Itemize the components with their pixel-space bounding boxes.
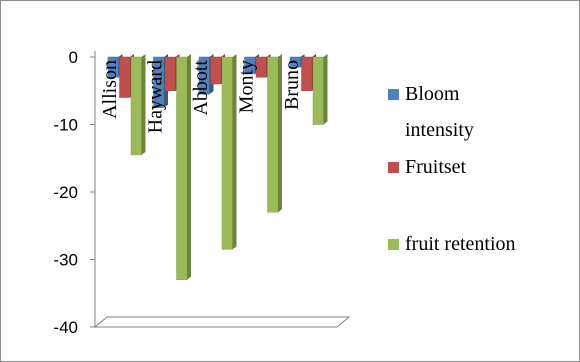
bar-front-face <box>301 56 313 91</box>
axes-group: 0 -10 -20 -30 -40 <box>53 48 351 337</box>
category-label: Monty <box>236 60 258 113</box>
category-label: Allison <box>99 60 121 119</box>
bar-front-face <box>255 56 267 78</box>
category-label: Bruno <box>281 60 303 110</box>
bar-side-face <box>141 54 146 155</box>
category-labels-group: Allison Hayward Abbott Monty Bruno <box>99 60 303 134</box>
chart-floor <box>93 316 351 328</box>
bar <box>130 54 146 156</box>
bar-front-face <box>267 56 279 213</box>
bar-side-face <box>232 54 237 250</box>
legend-swatch <box>388 89 399 100</box>
bar-front-face <box>312 56 324 125</box>
y-tick-label: -20 <box>53 183 78 202</box>
legend-item: fruit retention <box>388 233 516 255</box>
bar-side-face <box>323 54 328 125</box>
bar-side-face <box>278 54 282 213</box>
category-label: Abbott <box>190 60 212 116</box>
y-tick-label: -30 <box>53 251 78 270</box>
legend-label: Fruitset <box>405 156 467 178</box>
bars-group <box>107 54 328 280</box>
bar-front-face <box>119 56 131 98</box>
bar-front-face <box>176 56 188 280</box>
legend-swatch <box>388 162 399 173</box>
y-tick-label: -40 <box>53 318 78 337</box>
bar-front-face <box>164 56 176 91</box>
legend-item: Bloom intensity <box>388 83 474 141</box>
legend-label: intensity <box>405 119 474 141</box>
bar <box>312 54 328 125</box>
legend: Bloom intensity Fruitset fruit retention <box>388 83 516 255</box>
bar <box>267 54 282 213</box>
legend-item: Fruitset <box>388 156 467 178</box>
legend-label: Bloom <box>405 83 460 105</box>
bar-front-face <box>130 56 142 156</box>
legend-label: fruit retention <box>405 233 516 255</box>
bar <box>221 54 237 250</box>
legend-swatch <box>388 239 399 250</box>
y-tick-label: -10 <box>53 116 78 135</box>
bar-side-face <box>187 54 191 280</box>
y-tick-label: 0 <box>69 48 78 67</box>
category-label: Hayward <box>145 60 167 133</box>
bar <box>176 54 191 280</box>
bar-front-face <box>221 56 233 250</box>
bar-front-face <box>210 56 222 85</box>
